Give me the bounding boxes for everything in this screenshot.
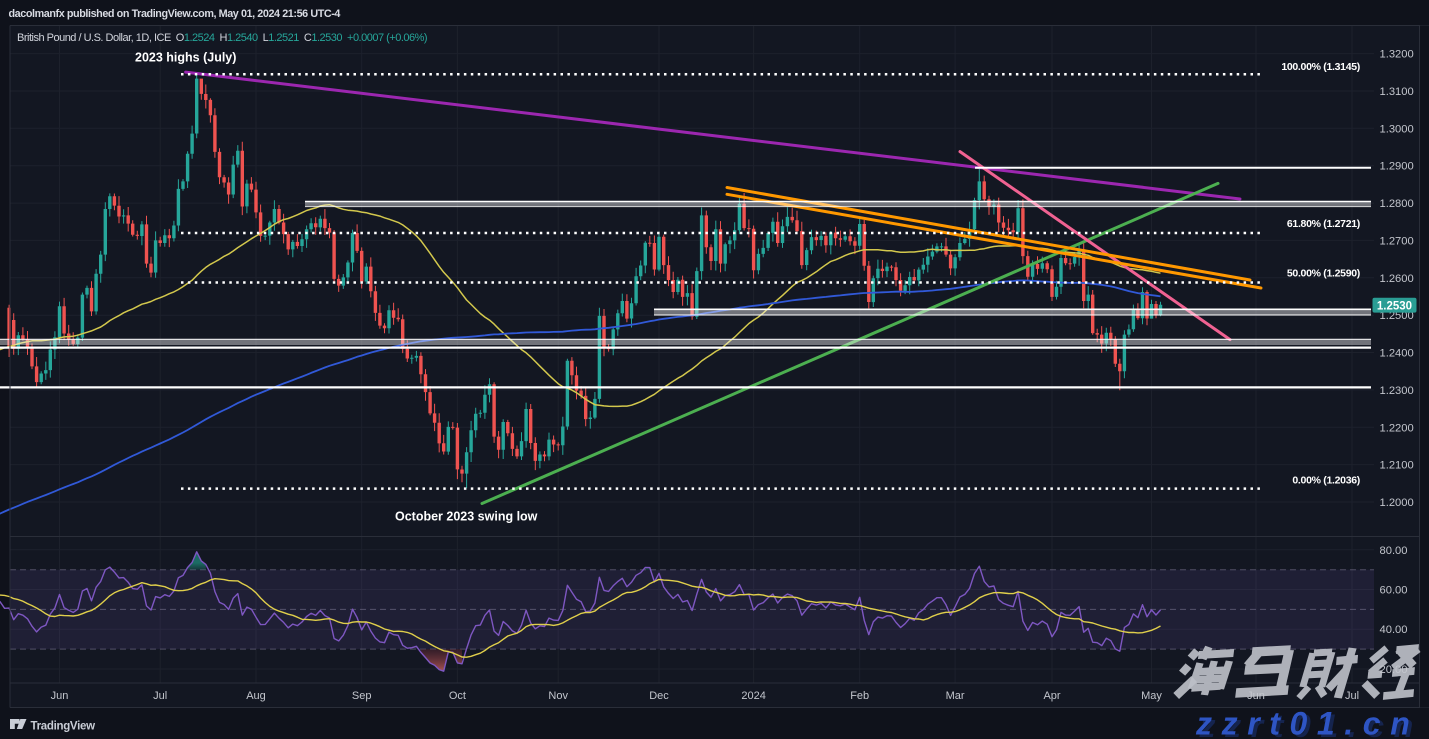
svg-text:1.3000: 1.3000 — [1380, 123, 1414, 135]
svg-text:dacolmanfx published on Tradin: dacolmanfx published on TradingView.com,… — [9, 8, 341, 20]
svg-text:1.2100: 1.2100 — [1380, 460, 1414, 472]
svg-text:1.2700: 1.2700 — [1380, 235, 1414, 247]
svg-text:Nov: Nov — [548, 690, 568, 702]
svg-text:Jul: Jul — [1345, 690, 1359, 702]
svg-text:1.2900: 1.2900 — [1380, 161, 1414, 173]
svg-text:1.2200: 1.2200 — [1380, 422, 1414, 434]
svg-text:zzrt01.cn: zzrt01.cn — [1199, 708, 1423, 739]
svg-text:Apr: Apr — [1043, 690, 1060, 702]
svg-text:1.2530: 1.2530 — [1377, 301, 1412, 313]
svg-text:1.2500: 1.2500 — [1380, 310, 1414, 322]
svg-text:October 2023 swing low: October 2023 swing low — [395, 510, 538, 524]
svg-text:Jun: Jun — [51, 690, 69, 702]
svg-text:Feb: Feb — [850, 690, 869, 702]
svg-text:1.2400: 1.2400 — [1380, 348, 1414, 360]
svg-text:100.00% (1.3145): 100.00% (1.3145) — [1281, 61, 1360, 73]
svg-text:Oct: Oct — [449, 690, 466, 702]
svg-text:2024: 2024 — [741, 690, 765, 702]
svg-text:1.2000: 1.2000 — [1380, 497, 1414, 509]
svg-text:1.2300: 1.2300 — [1380, 385, 1414, 397]
svg-text:May: May — [1141, 690, 1162, 702]
svg-text:1.2600: 1.2600 — [1380, 273, 1414, 285]
svg-text:TradingView: TradingView — [31, 721, 96, 733]
svg-text:zzrt01.cn: zzrt01.cn — [1195, 706, 1419, 739]
svg-text:1.3200: 1.3200 — [1380, 49, 1414, 61]
svg-text:20.00: 20.00 — [1380, 664, 1408, 676]
svg-text:Jul: Jul — [153, 690, 167, 702]
svg-text:Dec: Dec — [649, 690, 669, 702]
svg-text:2023 highs (July): 2023 highs (July) — [135, 51, 236, 65]
svg-text:Sep: Sep — [352, 690, 372, 702]
svg-text:40.00: 40.00 — [1380, 624, 1408, 636]
svg-text:Jun: Jun — [1247, 690, 1265, 702]
svg-text:1.2800: 1.2800 — [1380, 198, 1414, 210]
svg-text:Mar: Mar — [946, 690, 965, 702]
svg-text:1.3100: 1.3100 — [1380, 86, 1414, 98]
svg-text:0.00% (1.2036): 0.00% (1.2036) — [1292, 475, 1360, 487]
svg-text:Aug: Aug — [246, 690, 266, 702]
svg-text:50.00% (1.2590): 50.00% (1.2590) — [1287, 268, 1360, 280]
svg-text:British Pound / U.S. Dollar, 1: British Pound / U.S. Dollar, 1D, ICE O1.… — [17, 32, 427, 44]
svg-text:80.00: 80.00 — [1380, 545, 1408, 557]
svg-text:61.80% (1.2721): 61.80% (1.2721) — [1287, 218, 1360, 230]
svg-text:60.00: 60.00 — [1380, 585, 1408, 597]
